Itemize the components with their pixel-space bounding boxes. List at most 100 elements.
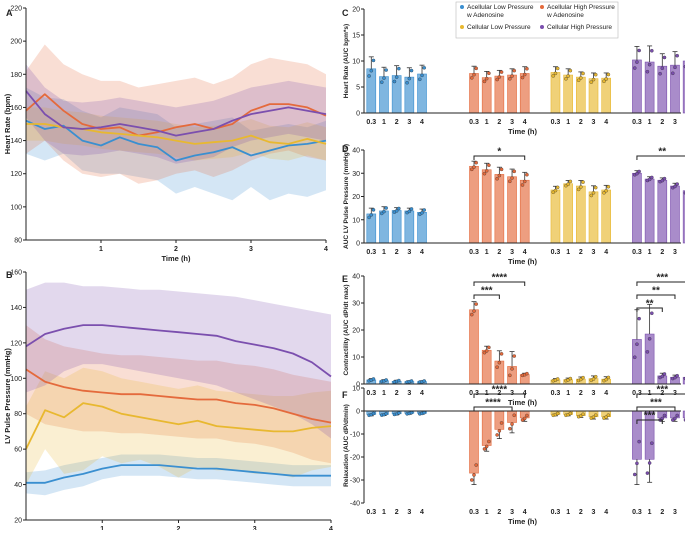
data-point <box>593 374 598 379</box>
data-point <box>487 439 491 444</box>
x-tick-label: 3 <box>592 509 596 516</box>
data-point <box>675 53 679 58</box>
data-point <box>673 65 677 70</box>
bar-acell_high <box>481 349 492 385</box>
data-point <box>422 66 426 70</box>
data-point <box>525 413 529 418</box>
data-point <box>369 213 374 217</box>
data-point <box>487 71 491 76</box>
data-point <box>497 75 502 79</box>
data-point <box>579 377 583 382</box>
x-tick-label: 4 <box>604 509 608 516</box>
x-tick-label: 2 <box>174 246 178 253</box>
significance-label: ** <box>646 299 654 310</box>
y-axis-label: Relaxation (AUC dP/dtmin) <box>343 404 350 487</box>
y-tick-label: -20 <box>350 455 360 462</box>
data-point <box>397 206 401 211</box>
data-point <box>658 71 662 76</box>
bar-cell_low <box>588 191 599 244</box>
data-point <box>650 311 654 316</box>
significance-label: **** <box>485 398 501 409</box>
significance-label: **** <box>492 385 508 396</box>
legend-label-acell_high: Acellular High Pressure w Adenosine <box>546 4 615 19</box>
legend-label-acell_low: Acellular Low Pressure w Adenosine <box>466 4 534 19</box>
x-axis-label: Time (h) <box>508 257 538 266</box>
x-tick-label: 2 <box>497 119 501 126</box>
x-tick-label: 1 <box>382 390 386 397</box>
bar-cell_low <box>601 189 611 244</box>
data-point <box>555 377 560 381</box>
significance-bracket <box>636 419 663 424</box>
significance-bracket <box>636 281 685 286</box>
data-point <box>576 187 581 192</box>
data-point <box>637 316 641 321</box>
data-point <box>367 74 371 78</box>
data-point <box>604 377 608 382</box>
bar-cell_high <box>644 61 655 114</box>
data-point <box>637 439 641 444</box>
data-point <box>369 68 374 73</box>
bar-acell_high <box>469 73 479 114</box>
series-line-cell_high <box>25 324 332 378</box>
x-tick-label: 3 <box>592 390 596 397</box>
x-tick-label: 1 <box>566 249 570 256</box>
data-point <box>470 478 474 482</box>
bar-cell_high <box>670 185 680 244</box>
data-point <box>647 177 652 182</box>
data-point <box>497 429 502 433</box>
data-point <box>606 72 611 77</box>
data-point <box>591 377 596 381</box>
bar-acell_high <box>494 174 505 244</box>
x-tick-label: 3 <box>592 119 596 126</box>
x-tick-label: 1 <box>648 509 652 516</box>
panel-label: F <box>342 390 348 400</box>
x-tick-label: 4 <box>523 119 527 126</box>
data-point <box>647 62 652 67</box>
data-point <box>525 371 529 376</box>
data-point <box>508 373 512 378</box>
x-tick-label: 2 <box>497 509 501 516</box>
x-tick-label: 2 <box>579 119 583 126</box>
data-point <box>555 185 560 190</box>
data-point <box>397 411 401 415</box>
data-point <box>397 66 401 71</box>
data-point <box>470 312 474 317</box>
bar-cell_low <box>588 78 599 114</box>
bar-cell_high <box>644 178 655 244</box>
x-tick-label: 0.3 <box>551 509 561 516</box>
significance-label: **** <box>492 273 508 284</box>
data-point <box>660 374 665 379</box>
data-point <box>675 373 679 378</box>
data-point <box>579 76 583 80</box>
x-tick-label: 4 <box>523 249 527 256</box>
significance-bracket <box>473 406 513 411</box>
data-point <box>555 66 560 71</box>
y-tick-label: 120 <box>10 340 22 347</box>
x-tick-label: 2 <box>660 249 664 256</box>
data-point <box>581 412 585 417</box>
data-point <box>482 171 487 176</box>
panel-label: B <box>6 270 13 280</box>
data-point <box>482 79 487 84</box>
data-point <box>474 463 478 467</box>
panel-label: C <box>342 8 349 18</box>
data-point <box>470 167 474 172</box>
significance-label: *** <box>656 385 668 396</box>
data-point <box>472 309 476 313</box>
data-point <box>581 375 585 380</box>
data-point <box>422 410 426 415</box>
x-tick-label: 4 <box>604 390 608 397</box>
legend-label-cell_high: Cellular High Pressure <box>547 24 612 31</box>
data-point <box>470 76 474 80</box>
x-tick-label: 0.3 <box>551 390 561 397</box>
series-line-acell_low <box>26 464 331 484</box>
significance-bracket <box>473 155 526 160</box>
data-point <box>472 473 476 477</box>
x-tick-label: 2 <box>395 509 399 516</box>
x-tick-label: 4 <box>329 526 333 530</box>
y-tick-label: 40 <box>352 148 360 155</box>
significance-label: * <box>497 147 501 158</box>
x-tick-label: 1 <box>566 119 570 126</box>
data-point <box>591 77 596 82</box>
data-point <box>487 345 491 350</box>
